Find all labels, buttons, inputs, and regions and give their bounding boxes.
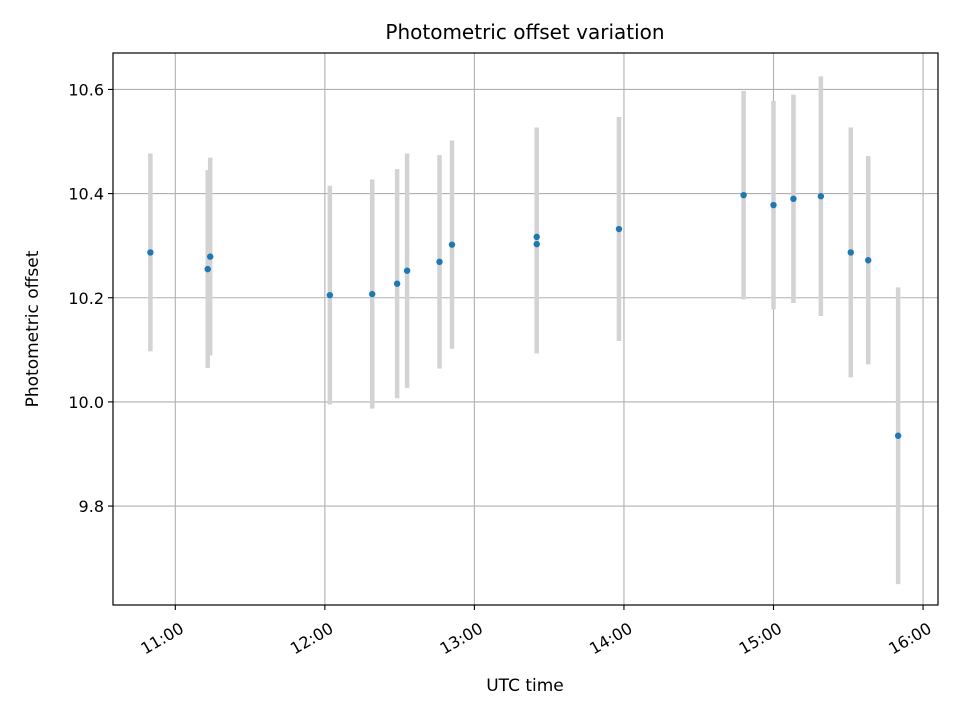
data-point — [393, 280, 401, 287]
data-point — [865, 257, 872, 264]
data-point — [770, 201, 777, 209]
y-tick-label: 9.8 — [79, 497, 104, 516]
y-tick-label: 10.6 — [68, 80, 104, 99]
grid — [113, 53, 938, 605]
data-point — [448, 241, 456, 248]
y-tick-label: 10.2 — [68, 289, 104, 308]
data-point — [847, 249, 854, 256]
data-point — [740, 191, 747, 199]
plot-area-frame — [112, 52, 939, 606]
data-point — [369, 290, 376, 298]
y-tick-label: 10.4 — [68, 185, 104, 204]
data-point — [533, 233, 540, 241]
y-tick-label: 10.0 — [68, 393, 104, 412]
x-axis-title: UTC time — [486, 676, 564, 696]
data-point — [326, 291, 334, 299]
data-point — [436, 258, 443, 266]
chart-title: Photometric offset variation — [385, 20, 664, 44]
data-point — [615, 225, 623, 233]
y-axis: 9.8 10.0 10.2 10.4 10.6 — [68, 80, 113, 516]
data-point — [207, 253, 214, 260]
data-point — [790, 195, 797, 203]
data-point — [403, 267, 411, 274]
data-point — [147, 249, 154, 256]
data-points — [147, 191, 902, 439]
data-point — [894, 432, 902, 439]
data-point — [817, 193, 825, 200]
data-point — [204, 265, 211, 273]
y-axis-title: Photometric offset — [23, 250, 43, 407]
data-point — [533, 240, 540, 248]
